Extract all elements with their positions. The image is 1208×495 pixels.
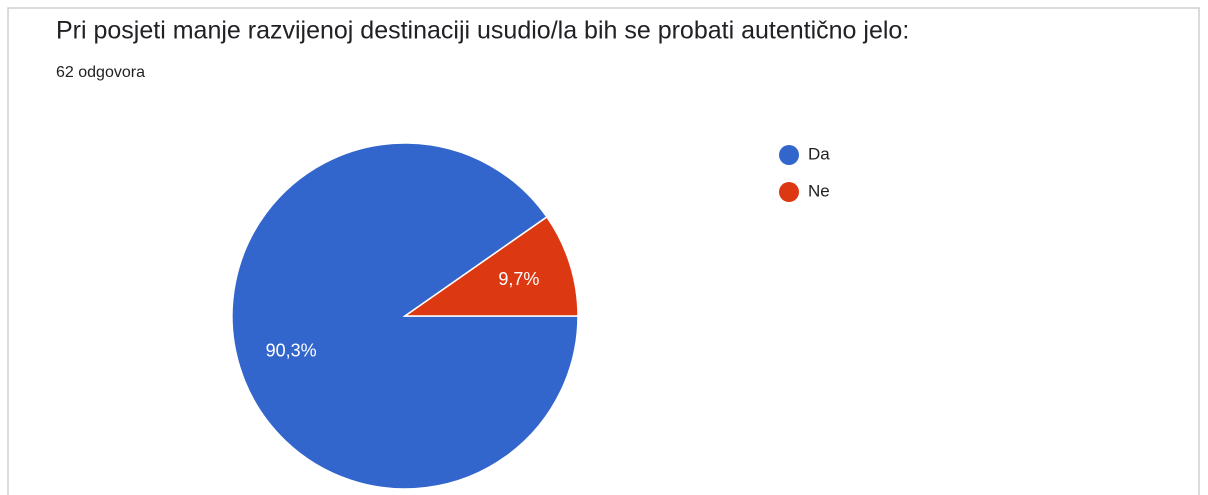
pie-slice [402,215,579,317]
legend-label: Ne [808,181,830,200]
legend-swatch [779,145,799,165]
legend-swatch [779,182,799,202]
slice-label: 90,3% [266,341,317,361]
legend-label: Da [808,144,830,163]
slice-label: 9,7% [498,269,539,289]
card-border [7,7,1200,495]
chart-subtitle: 62 odgovora [56,64,145,81]
chart-title: Pri posjeti manje razvijenoj destinaciji… [56,17,909,45]
